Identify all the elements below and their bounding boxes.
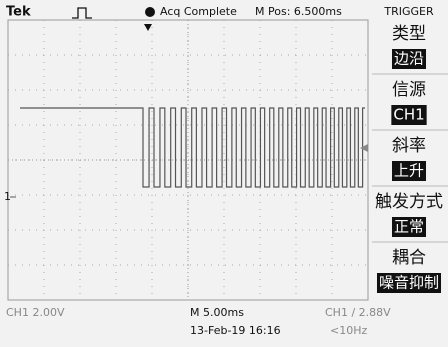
position: M Pos: 6.500ms (255, 5, 342, 18)
menu-value: 正常 (394, 218, 424, 236)
menu-label: 耦合 (392, 248, 426, 268)
timebase: M 5.00ms (190, 306, 244, 319)
menu-label: 信源 (392, 80, 426, 100)
channel-scale: CH1 2.00V (6, 306, 65, 319)
brand: Tek (6, 5, 31, 20)
menu-label: 斜率 (392, 136, 426, 156)
menu-title: TRIGGER (383, 5, 434, 18)
page: Tek Acq Complete M Pos: 6.500ms TRIGGER … (0, 0, 448, 347)
menu-value: 噪音抑制 (379, 274, 439, 292)
channel-marker: 1 (4, 190, 11, 203)
menu-label: 触发方式 (375, 192, 443, 212)
frequency: <10Hz (330, 324, 367, 337)
menu-label: 类型 (392, 24, 426, 44)
status: Acq Complete (160, 5, 237, 18)
date: 13-Feb-19 16:16 (190, 324, 281, 337)
menu-value: CH1 (393, 106, 424, 124)
trigger-info: CH1 / 2.88V (325, 306, 391, 319)
scope-screen: Tek Acq Complete M Pos: 6.500ms TRIGGER … (0, 0, 448, 343)
menu-value: 上升 (394, 162, 424, 180)
status-dot (145, 7, 155, 17)
menu-value: 边沿 (394, 50, 424, 68)
